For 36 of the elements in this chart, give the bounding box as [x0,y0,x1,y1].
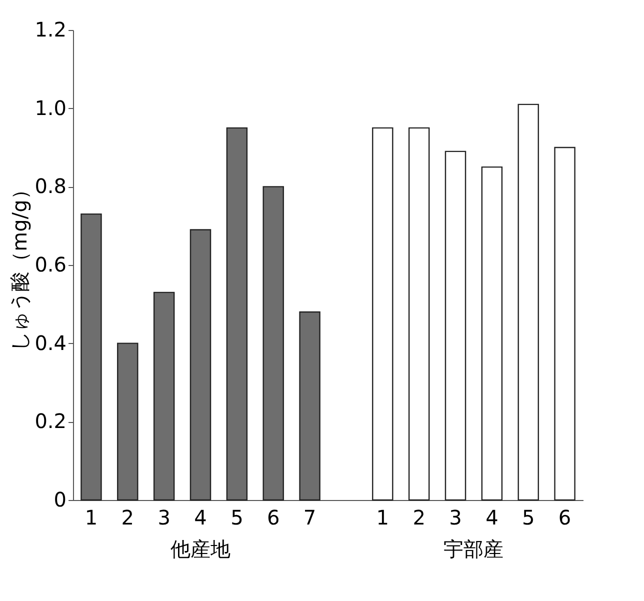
x-tick-label: 3 [158,506,170,530]
bar [408,127,430,501]
bar [190,229,212,501]
x-tick-label: 5 [230,506,244,530]
x-tick-label: 1 [84,506,98,530]
y-tick-label: 1.0 [34,96,66,120]
bar [153,292,175,501]
y-tick-label: 1.2 [34,18,66,42]
y-tick-label: 0.8 [34,174,66,198]
x-tick-label: 1 [376,506,390,530]
x-tick-label: 4 [486,506,498,530]
y-tick-label: 0.2 [34,409,66,434]
bar [299,311,320,501]
series-label: 宇部産 [444,537,504,561]
bar [554,146,576,501]
x-tick-label: 4 [194,506,207,530]
x-tick-label: 3 [449,506,462,530]
bar [444,150,466,501]
series-label: 他産地 [170,537,230,561]
x-tick-label: 2 [412,506,426,530]
bar [80,213,102,501]
x-tick-label: 6 [558,506,572,530]
bar [481,166,503,501]
x-tick-label: 2 [121,506,134,530]
bar [262,186,284,501]
x-tick-label: 5 [522,506,535,530]
bar [117,342,138,501]
y-tick-label: 0.6 [34,252,66,276]
y-tick-label: 0 [54,488,66,512]
x-tick-label: 6 [266,506,280,530]
y-axis-title: しゅう酸（mg/g） [8,180,32,352]
bar [226,127,248,501]
bar [372,127,394,501]
bar [518,104,539,501]
y-tick-label: 0.4 [34,330,66,355]
x-tick-label: 7 [303,506,316,530]
